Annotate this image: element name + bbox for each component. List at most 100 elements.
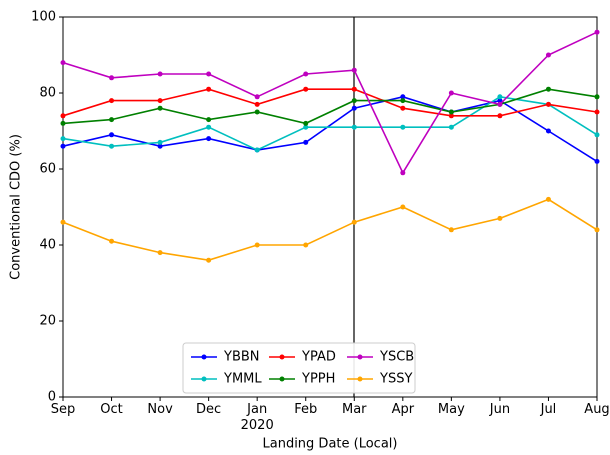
data-point — [254, 94, 260, 100]
data-point — [109, 238, 115, 244]
data-point — [497, 101, 503, 107]
data-point — [351, 67, 357, 73]
data-point — [545, 52, 551, 58]
data-point — [448, 227, 454, 233]
data-point — [594, 132, 600, 138]
data-point — [594, 109, 600, 115]
data-point — [545, 101, 551, 107]
data-point — [206, 71, 212, 77]
data-point — [60, 143, 66, 149]
data-point — [351, 105, 357, 111]
data-point — [254, 242, 260, 248]
data-point — [448, 124, 454, 130]
data-point — [448, 113, 454, 119]
data-point — [254, 147, 260, 153]
x-tick-label: Mar — [342, 402, 367, 417]
data-point — [109, 75, 115, 81]
legend-marker — [357, 354, 363, 360]
data-point — [157, 250, 163, 256]
data-point — [206, 86, 212, 92]
legend-marker — [279, 354, 285, 360]
data-point — [400, 124, 406, 130]
data-point — [157, 143, 163, 149]
y-tick-label: 40 — [39, 238, 56, 253]
data-point — [448, 90, 454, 96]
series-line — [62, 198, 598, 262]
data-point — [351, 86, 357, 92]
legend-label: YSSY — [379, 372, 412, 387]
series-line — [62, 95, 598, 163]
data-point — [545, 196, 551, 202]
x-tick-label: Jul — [540, 402, 557, 417]
y-tick-label: 20 — [39, 314, 56, 329]
data-point — [303, 139, 309, 145]
data-point — [303, 86, 309, 92]
data-point — [109, 143, 115, 149]
data-point — [303, 71, 309, 77]
y-tick-label: 0 — [48, 390, 56, 405]
data-point — [109, 132, 115, 138]
data-point — [400, 105, 406, 111]
legend-label: YSCB — [379, 350, 414, 365]
data-point — [497, 98, 503, 104]
data-point — [351, 219, 357, 225]
data-point — [594, 29, 600, 35]
data-point — [157, 98, 163, 104]
legend-label: YMML — [223, 372, 262, 387]
x-tick-label: Jun — [489, 402, 511, 417]
x-tick-label: Feb — [294, 402, 318, 417]
y-tick-label: 80 — [39, 86, 56, 101]
plot-frame — [62, 16, 598, 398]
data-point — [594, 227, 600, 233]
legend-label: YBBN — [223, 350, 260, 365]
data-point — [157, 105, 163, 111]
data-point — [594, 158, 600, 164]
series-line — [62, 95, 598, 151]
legend-label: YPPH — [301, 372, 335, 387]
x-axis-label: Landing Date (Local) — [263, 437, 398, 452]
data-point — [545, 128, 551, 134]
data-point — [60, 120, 66, 126]
data-point — [303, 120, 309, 126]
data-point — [206, 257, 212, 263]
legend-label: YPAD — [301, 350, 336, 365]
data-point — [594, 94, 600, 100]
data-point — [303, 242, 309, 248]
data-point — [60, 219, 66, 225]
data-point — [448, 109, 454, 115]
legend-marker — [279, 376, 285, 382]
data-point — [60, 136, 66, 142]
data-point — [351, 98, 357, 104]
data-point — [60, 113, 66, 119]
legend-box — [182, 342, 416, 394]
data-point — [254, 109, 260, 115]
data-point — [206, 136, 212, 142]
x-tick-label: Aug — [584, 402, 610, 417]
data-point — [497, 94, 503, 100]
data-point — [497, 215, 503, 221]
y-axis-label: Conventional CDO (%) — [9, 134, 24, 280]
data-point — [400, 204, 406, 210]
x-tick-label: May — [437, 402, 465, 417]
x-tick-label: Apr — [391, 402, 415, 417]
data-point — [157, 139, 163, 145]
data-point — [254, 101, 260, 107]
data-point — [60, 60, 66, 66]
data-point — [303, 124, 309, 130]
data-point — [400, 98, 406, 104]
legend-marker — [357, 376, 363, 382]
x-tick-label: Oct — [100, 402, 123, 417]
data-point — [400, 170, 406, 176]
legend-marker — [201, 354, 207, 360]
data-point — [109, 117, 115, 123]
legend-marker — [201, 376, 207, 382]
data-point — [400, 94, 406, 100]
x-tick-label: Nov — [147, 402, 173, 417]
x-tick-label: Dec — [196, 402, 222, 417]
x-tick-label: Jan 2020 — [240, 402, 274, 433]
data-point — [157, 71, 163, 77]
data-point — [109, 98, 115, 104]
data-point — [206, 124, 212, 130]
